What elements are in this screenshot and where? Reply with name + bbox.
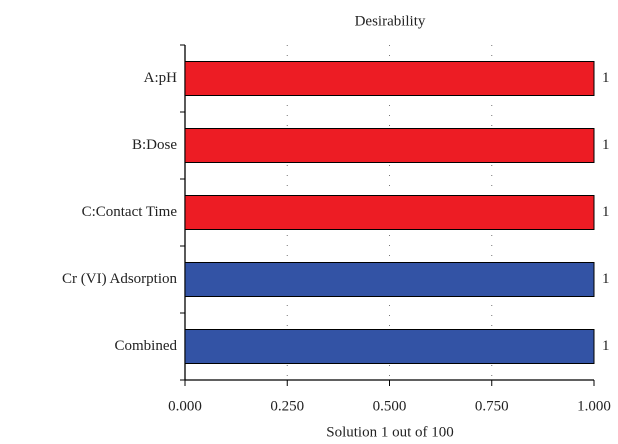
y-tick-label: C:Contact Time [82,204,178,220]
bar [184,61,595,96]
x-axis-label: Solution 1 out of 100 [326,424,454,440]
x-tick-label: 0.500 [373,398,407,414]
y-tick-label: Combined [115,338,178,354]
bar [184,329,595,364]
bar [184,195,595,230]
y-tick-label: Cr (VI) Adsorption [62,271,177,287]
y-tick-label: A:pH [144,70,178,86]
value-label: 1 [602,137,610,153]
x-tick-label: 0.250 [270,398,304,414]
chart-title: Desirability [355,13,426,29]
x-tick-label: 0.000 [168,398,202,414]
x-tick-label: 1.000 [577,398,611,414]
value-label: 1 [602,271,610,287]
value-label: 1 [602,70,610,86]
value-label: 1 [602,338,610,354]
bar [184,128,595,163]
value-label: 1 [602,204,610,220]
y-tick-label: B:Dose [132,137,177,153]
bar [184,262,595,297]
x-tick-label: 0.750 [475,398,509,414]
